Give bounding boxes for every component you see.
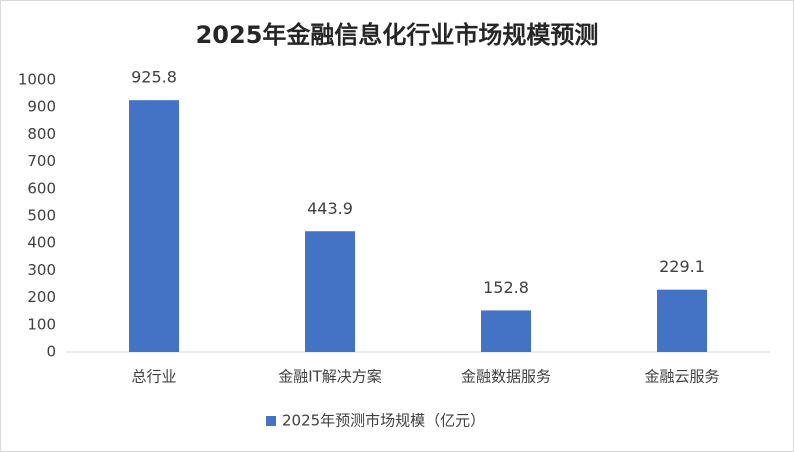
legend-swatch [266,416,276,426]
y-tick-label: 200 [27,288,56,306]
y-tick-label: 700 [27,152,56,170]
x-tick-label: 总行业 [131,368,176,386]
y-tick-label: 0 [46,343,56,361]
data-label: 925.8 [131,68,177,87]
y-tick-label: 800 [27,125,56,143]
y-tick-label: 500 [27,207,56,225]
bar [305,231,355,352]
x-tick-label: 金融IT解决方案 [278,368,382,386]
y-tick-label: 400 [27,234,56,252]
y-tick-label: 600 [27,179,56,197]
y-tick-label: 300 [27,261,56,279]
bar [129,100,179,352]
x-tick-label: 金融数据服务 [461,368,551,386]
legend-label: 2025年预测市场规模（亿元） [282,412,485,430]
bar [657,289,707,352]
data-label: 229.1 [659,257,705,276]
y-tick-label: 100 [27,315,56,333]
chart-title: 2025年金融信息化行业市场规模预测 [196,21,599,49]
y-tick-label: 1000 [18,71,56,89]
x-tick-label: 金融云服务 [644,368,719,386]
y-tick-label: 900 [27,98,56,116]
bar [481,310,531,352]
data-label: 443.9 [307,199,353,218]
data-label: 152.8 [483,278,529,297]
